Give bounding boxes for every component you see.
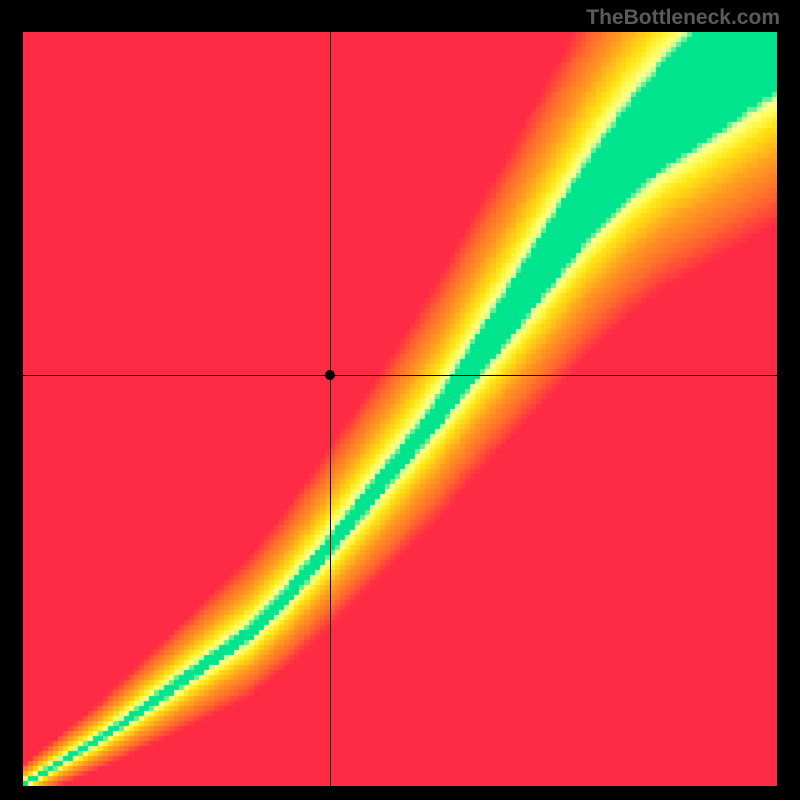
crosshair-marker	[325, 370, 335, 380]
watermark-text: TheBottleneck.com	[586, 6, 780, 30]
heatmap-canvas	[23, 32, 777, 786]
crosshair-vertical	[330, 32, 331, 786]
crosshair-horizontal	[23, 375, 777, 376]
chart-container: TheBottleneck.com	[0, 0, 800, 800]
heatmap-plot	[23, 32, 777, 786]
